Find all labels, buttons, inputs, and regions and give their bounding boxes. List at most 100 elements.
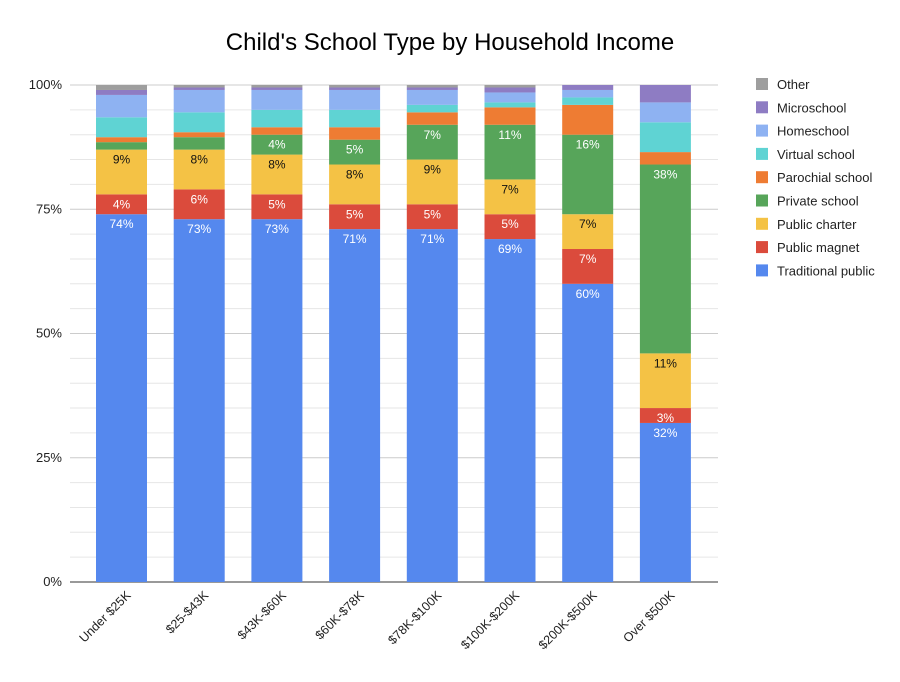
bar-segment-homeschool [329, 89, 381, 110]
bar-segment-traditional-public [406, 229, 458, 582]
bar-segment-public-magnet [639, 408, 691, 423]
bar-segment-homeschool [562, 89, 614, 98]
legend: Other Microschool Homeschool Virtual school… [756, 77, 875, 278]
data-label: 38% [653, 168, 677, 182]
bar-segment-public-charter [484, 179, 536, 215]
data-label: 73% [187, 222, 211, 236]
bar-segment-microschool [484, 87, 536, 93]
bar-segment-public-magnet [562, 249, 614, 284]
data-labels: 74% 4% 9% 73% 6% 8% 73% 5% 8% 4% 71% 5% 8% 5% 71% 5% 9% 7… [109, 128, 677, 440]
bar-segment-traditional-public [484, 239, 536, 582]
bar-segment-traditional-public [639, 422, 691, 582]
gridlines [70, 84, 718, 583]
data-label: 5% [268, 197, 286, 211]
data-label: 4% [113, 197, 131, 211]
bar-segment-parochial-school [173, 132, 225, 138]
bar-segment-public-charter [329, 164, 381, 205]
bars [96, 85, 691, 582]
bar-segment-homeschool [96, 94, 147, 118]
legend-swatch [756, 101, 768, 114]
legend-swatch [756, 264, 768, 277]
bar-segment-public-charter [96, 149, 147, 195]
legend-label: Public magnet [777, 240, 860, 255]
data-label: 5% [424, 207, 442, 221]
data-label: 73% [265, 222, 289, 236]
chart-title: Child's School Type by Household Income [226, 29, 674, 56]
data-label: 71% [420, 232, 444, 246]
bar-segment-parochial-school [96, 137, 147, 143]
legend-swatch [756, 241, 768, 254]
data-label: 71% [343, 232, 367, 246]
bar-segment-traditional-public [173, 219, 225, 582]
data-label: 69% [498, 242, 522, 256]
bar-segment-virtual-school [251, 109, 303, 128]
data-label: 5% [346, 143, 364, 157]
bar-segment-private-school [562, 134, 614, 215]
bar-segment-traditional-public [562, 283, 614, 582]
bar-segment-parochial-school [639, 152, 691, 165]
x-tick-label: $25-$43K [163, 588, 212, 637]
x-tick-label: $60K-$78K [313, 588, 368, 643]
bar-segment-microschool [329, 87, 381, 90]
bar-segment-private-school [639, 164, 691, 354]
data-label: 60% [576, 287, 600, 301]
bar-segment-other [173, 85, 225, 88]
bar-segment-parochial-school [562, 104, 614, 135]
bar-segment-other [484, 85, 536, 88]
data-label: 9% [113, 153, 131, 167]
legend-label: Homeschool [777, 124, 849, 139]
bar-segment-homeschool [484, 92, 536, 103]
x-tick-label: $43K-$60K [235, 588, 290, 643]
data-label: 6% [191, 192, 209, 206]
bar-segment-microschool [251, 87, 303, 90]
y-tick-label: 100% [29, 77, 63, 92]
bar-segment-microschool [173, 87, 225, 90]
data-label: 74% [109, 217, 133, 231]
bar-segment-microschool [639, 85, 691, 103]
bar-segment-virtual-school [329, 109, 381, 128]
data-label: 8% [191, 153, 209, 167]
data-label: 7% [424, 128, 442, 142]
bar-segment-homeschool [251, 89, 303, 110]
data-label: 32% [653, 426, 677, 440]
legend-label: Public charter [777, 217, 857, 232]
bar-segment-public-magnet [251, 194, 303, 220]
bar-segment-parochial-school [484, 107, 536, 125]
bar-segment-other [251, 85, 303, 88]
y-axis: 0% 25% 50% 75% 100% [29, 77, 63, 589]
bar-segment-public-charter [173, 149, 225, 190]
bar-segment-other [96, 85, 147, 90]
x-tick-label: Under $25K [77, 588, 135, 646]
data-label: 7% [579, 217, 597, 231]
x-tick-label: Over $500K [620, 588, 678, 646]
bar-segment-public-magnet [484, 214, 536, 240]
bar-segment-private-school [406, 124, 458, 160]
bar-segment-homeschool [639, 102, 691, 123]
bar-segment-public-charter [406, 159, 458, 205]
data-label: 3% [657, 411, 675, 425]
bar-segment-virtual-school [639, 122, 691, 153]
bar-segment-other [329, 85, 381, 88]
legend-label: Traditional public [777, 263, 875, 278]
bar-segment-private-school [173, 137, 225, 150]
data-label: 11% [498, 128, 521, 142]
bar-segment-homeschool [173, 89, 225, 113]
data-label: 4% [268, 138, 286, 152]
bar-segment-private-school [484, 124, 536, 180]
bar-segment-virtual-school [173, 112, 225, 133]
legend-swatch [756, 147, 768, 160]
legend-label: Parochial school [777, 170, 872, 185]
bar-segment-microschool [562, 85, 614, 90]
data-label: 11% [654, 356, 677, 370]
bar-segment-traditional-public [251, 219, 303, 582]
y-tick-label: 75% [36, 201, 62, 216]
y-tick-label: 25% [36, 450, 62, 465]
legend-label: Virtual school [777, 147, 855, 162]
legend-swatch [756, 78, 768, 90]
data-label: 7% [579, 252, 597, 266]
legend-label: Other [777, 77, 810, 92]
legend-swatch [756, 171, 768, 184]
bar-segment-public-magnet [173, 189, 225, 220]
